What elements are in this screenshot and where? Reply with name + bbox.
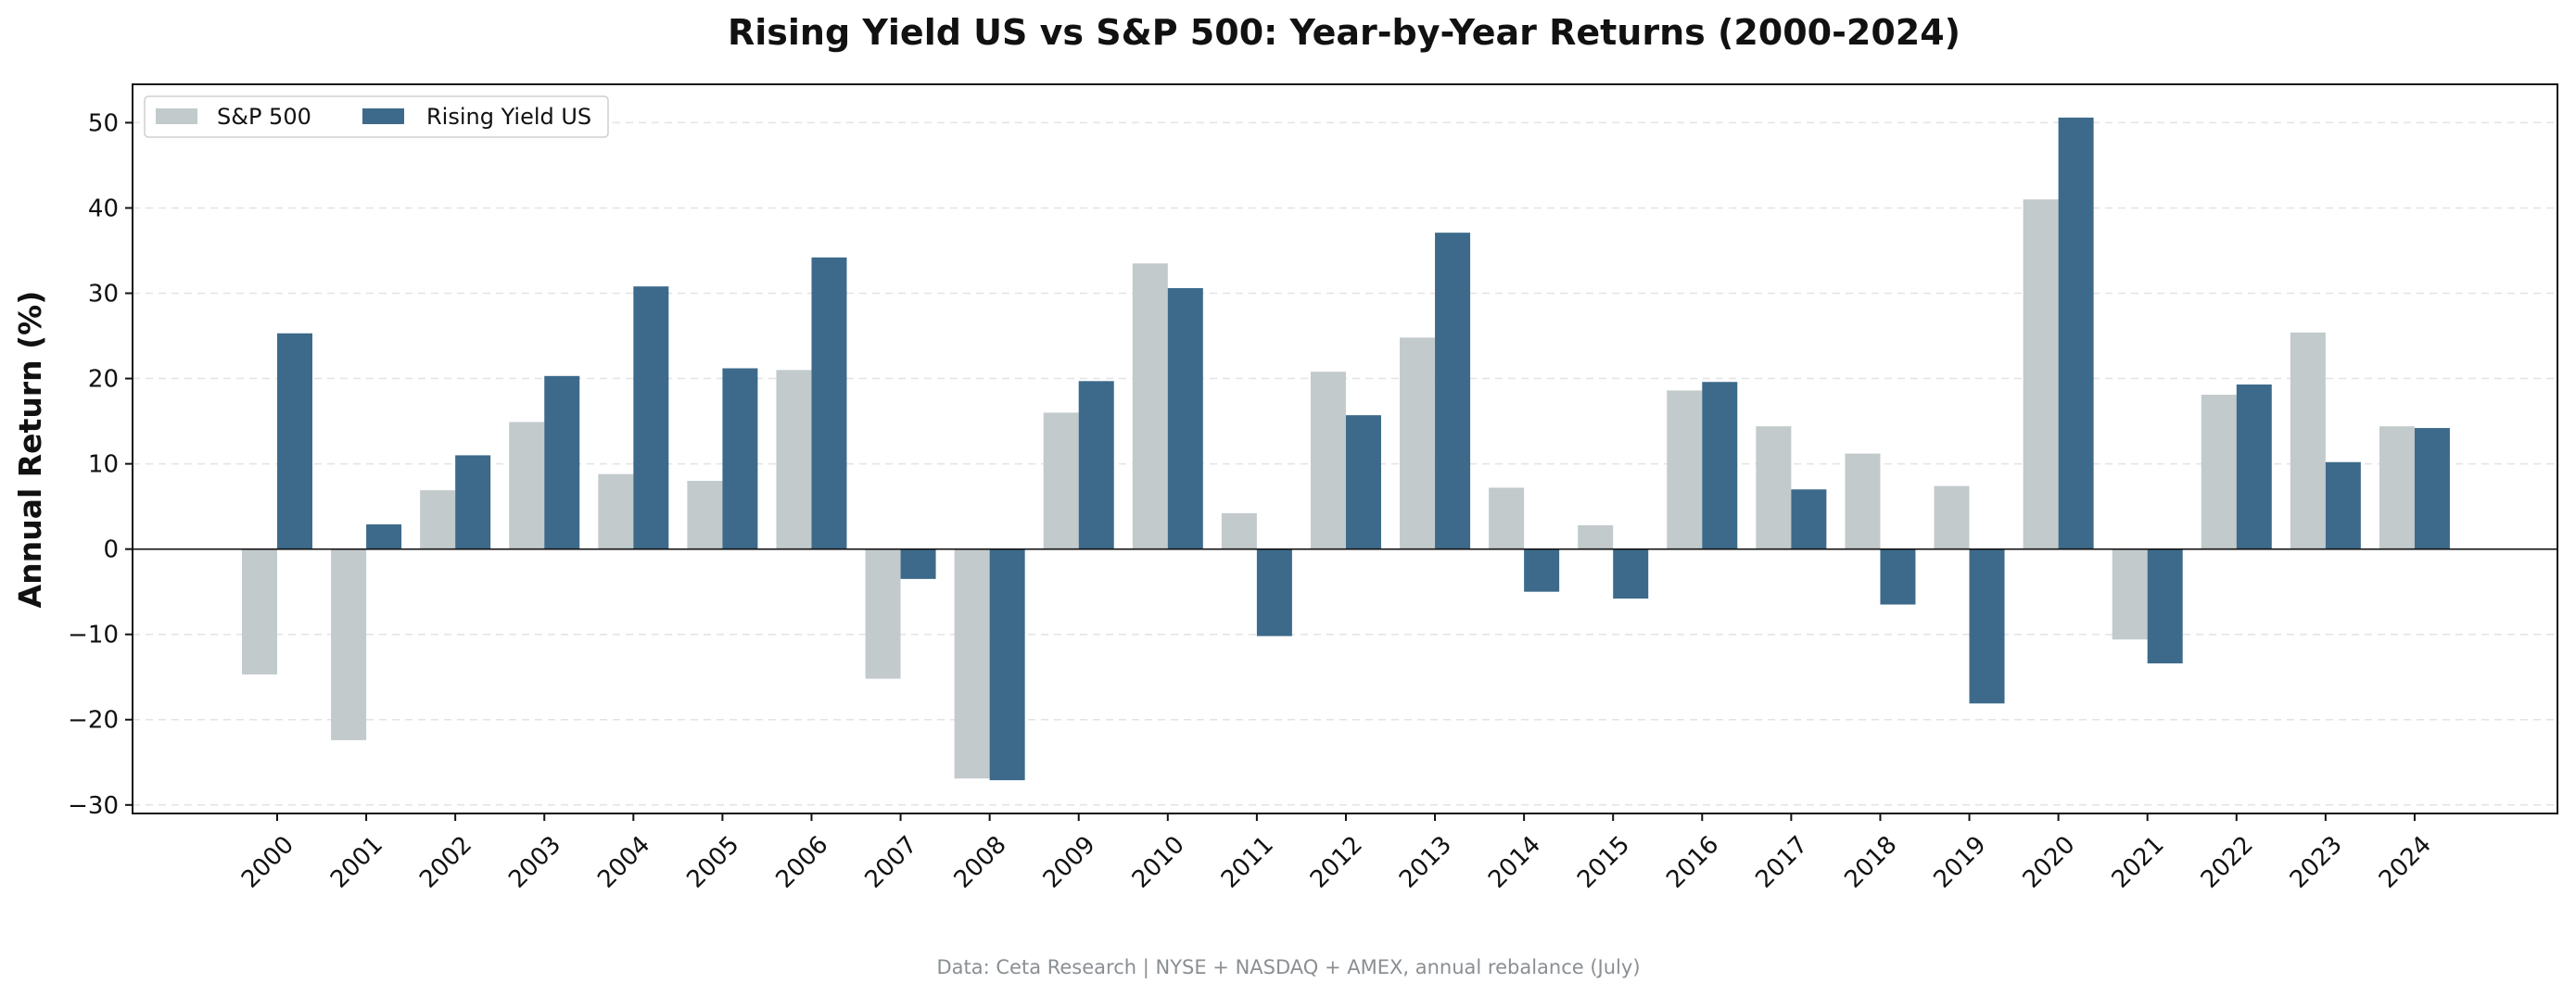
x-tick-label: 2004 bbox=[592, 831, 655, 894]
bar-rising-yield-us-2012 bbox=[1345, 415, 1381, 549]
bars bbox=[242, 117, 2450, 781]
y-tick-label: −20 bbox=[68, 707, 119, 735]
x-tick-label: 2002 bbox=[414, 831, 477, 894]
x-tick-label: 2016 bbox=[1661, 831, 1724, 894]
bar-sp500-2014 bbox=[1489, 487, 1525, 549]
bar-rising-yield-us-2013 bbox=[1435, 233, 1471, 549]
bar-sp500-2024 bbox=[2379, 426, 2415, 549]
chart-title: Rising Yield US vs S&P 500: Year-by-Year… bbox=[728, 12, 1961, 53]
bar-rising-yield-us-2001 bbox=[366, 523, 402, 549]
y-tick-label: 50 bbox=[88, 109, 119, 137]
y-tick-label: −10 bbox=[68, 622, 119, 649]
bar-sp500-2011 bbox=[1221, 512, 1257, 549]
bar-rising-yield-us-2010 bbox=[1167, 287, 1203, 549]
bar-rising-yield-us-2005 bbox=[722, 368, 758, 549]
bar-rising-yield-us-2011 bbox=[1256, 548, 1292, 637]
x-tick-label: 2008 bbox=[949, 831, 1012, 894]
bar-sp500-2017 bbox=[1756, 426, 1792, 549]
bar-sp500-2005 bbox=[687, 481, 723, 549]
x-tick-label: 2009 bbox=[1038, 831, 1101, 894]
y-tick-label: 10 bbox=[88, 451, 119, 479]
y-tick-label: 40 bbox=[88, 195, 119, 222]
bar-sp500-2019 bbox=[1934, 485, 1970, 549]
x-tick-label: 2021 bbox=[2107, 831, 2170, 894]
bar-sp500-2018 bbox=[1845, 453, 1881, 549]
bar-rising-yield-us-2000 bbox=[277, 333, 312, 549]
bar-sp500-2020 bbox=[2023, 199, 2059, 549]
bar-sp500-2013 bbox=[1400, 337, 1436, 549]
legend-swatch-sp500 bbox=[156, 108, 197, 124]
legend: S&P 500 Rising Yield US bbox=[144, 95, 609, 138]
bar-sp500-2001 bbox=[331, 548, 367, 740]
x-tick-label: 2011 bbox=[1216, 831, 1279, 894]
y-axis: 50 40 30 20 10 0 −10 −20 −30 bbox=[68, 109, 133, 820]
bar-rising-yield-us-2014 bbox=[1524, 548, 1560, 592]
x-tick-label: 2014 bbox=[1483, 831, 1546, 894]
bar-rising-yield-us-2008 bbox=[989, 548, 1025, 781]
x-tick-label: 2003 bbox=[503, 831, 566, 894]
x-tick-label: 2012 bbox=[1305, 831, 1368, 894]
x-tick-label: 2006 bbox=[770, 831, 833, 894]
x-tick-label: 2020 bbox=[2018, 831, 2081, 894]
bar-rising-yield-us-2020 bbox=[2058, 117, 2094, 549]
bar-rising-yield-us-2003 bbox=[544, 375, 580, 549]
x-tick-label: 2017 bbox=[1750, 831, 1813, 894]
y-tick-label: 0 bbox=[103, 536, 119, 564]
footnote: Data: Ceta Research | NYSE + NASDAQ + AM… bbox=[936, 956, 1640, 979]
x-tick-label: 2013 bbox=[1394, 831, 1457, 894]
bar-sp500-2012 bbox=[1310, 372, 1346, 549]
bar-sp500-2021 bbox=[2112, 548, 2148, 640]
x-tick-label: 2022 bbox=[2196, 831, 2259, 894]
bar-rising-yield-us-2019 bbox=[1969, 548, 2005, 704]
y-axis-label: Annual Return (%) bbox=[12, 291, 48, 609]
x-axis: 2000 2001 2002 2003 2004 2005 2006 2007 2008 2009… bbox=[236, 813, 2437, 894]
bar-sp500-2008 bbox=[954, 548, 990, 779]
x-tick-label: 2024 bbox=[2374, 831, 2437, 894]
x-tick-label: 2018 bbox=[1839, 831, 1902, 894]
legend-swatch-rising-yield-us bbox=[362, 108, 404, 124]
bar-rising-yield-us-2016 bbox=[1702, 382, 1738, 549]
bar-sp500-2016 bbox=[1667, 390, 1703, 549]
x-tick-label: 2019 bbox=[1928, 831, 1991, 894]
bar-rising-yield-us-2018 bbox=[1880, 548, 1916, 605]
bar-rising-yield-us-2021 bbox=[2147, 548, 2183, 663]
bar-rising-yield-us-2022 bbox=[2236, 385, 2272, 549]
bar-rising-yield-us-2002 bbox=[455, 455, 491, 549]
bar-sp500-2023 bbox=[2290, 332, 2326, 549]
bar-rising-yield-us-2017 bbox=[1791, 489, 1827, 549]
bar-sp500-2000 bbox=[242, 548, 277, 675]
bar-sp500-2007 bbox=[865, 548, 901, 679]
bar-sp500-2004 bbox=[598, 473, 634, 549]
x-tick-label: 2010 bbox=[1127, 831, 1190, 894]
x-tick-label: 2000 bbox=[236, 831, 299, 894]
legend-label-sp500: S&P 500 bbox=[217, 104, 311, 130]
bar-rising-yield-us-2023 bbox=[2325, 461, 2361, 549]
x-tick-label: 2023 bbox=[2285, 831, 2348, 894]
bar-rising-yield-us-2015 bbox=[1613, 548, 1649, 599]
x-tick-label: 2001 bbox=[325, 831, 388, 894]
x-tick-label: 2015 bbox=[1572, 831, 1635, 894]
bar-sp500-2015 bbox=[1578, 524, 1614, 549]
bar-sp500-2006 bbox=[776, 370, 812, 549]
bar-sp500-2002 bbox=[420, 490, 456, 549]
bar-rising-yield-us-2004 bbox=[633, 286, 669, 549]
bar-rising-yield-us-2007 bbox=[900, 548, 936, 579]
bar-sp500-2022 bbox=[2201, 395, 2237, 549]
bar-sp500-2009 bbox=[1043, 412, 1079, 549]
bar-rising-yield-us-2024 bbox=[2414, 427, 2450, 549]
x-tick-label: 2005 bbox=[681, 831, 744, 894]
bar-sp500-2010 bbox=[1132, 263, 1168, 549]
y-tick-label: 20 bbox=[88, 366, 119, 394]
bar-sp500-2003 bbox=[509, 422, 545, 549]
x-tick-label: 2007 bbox=[860, 831, 923, 894]
bar-rising-yield-us-2006 bbox=[811, 257, 847, 549]
y-tick-label: −30 bbox=[68, 792, 119, 820]
y-tick-label: 30 bbox=[88, 281, 119, 309]
legend-label-rising-yield-us: Rising Yield US bbox=[426, 104, 591, 130]
bar-rising-yield-us-2009 bbox=[1078, 381, 1114, 549]
